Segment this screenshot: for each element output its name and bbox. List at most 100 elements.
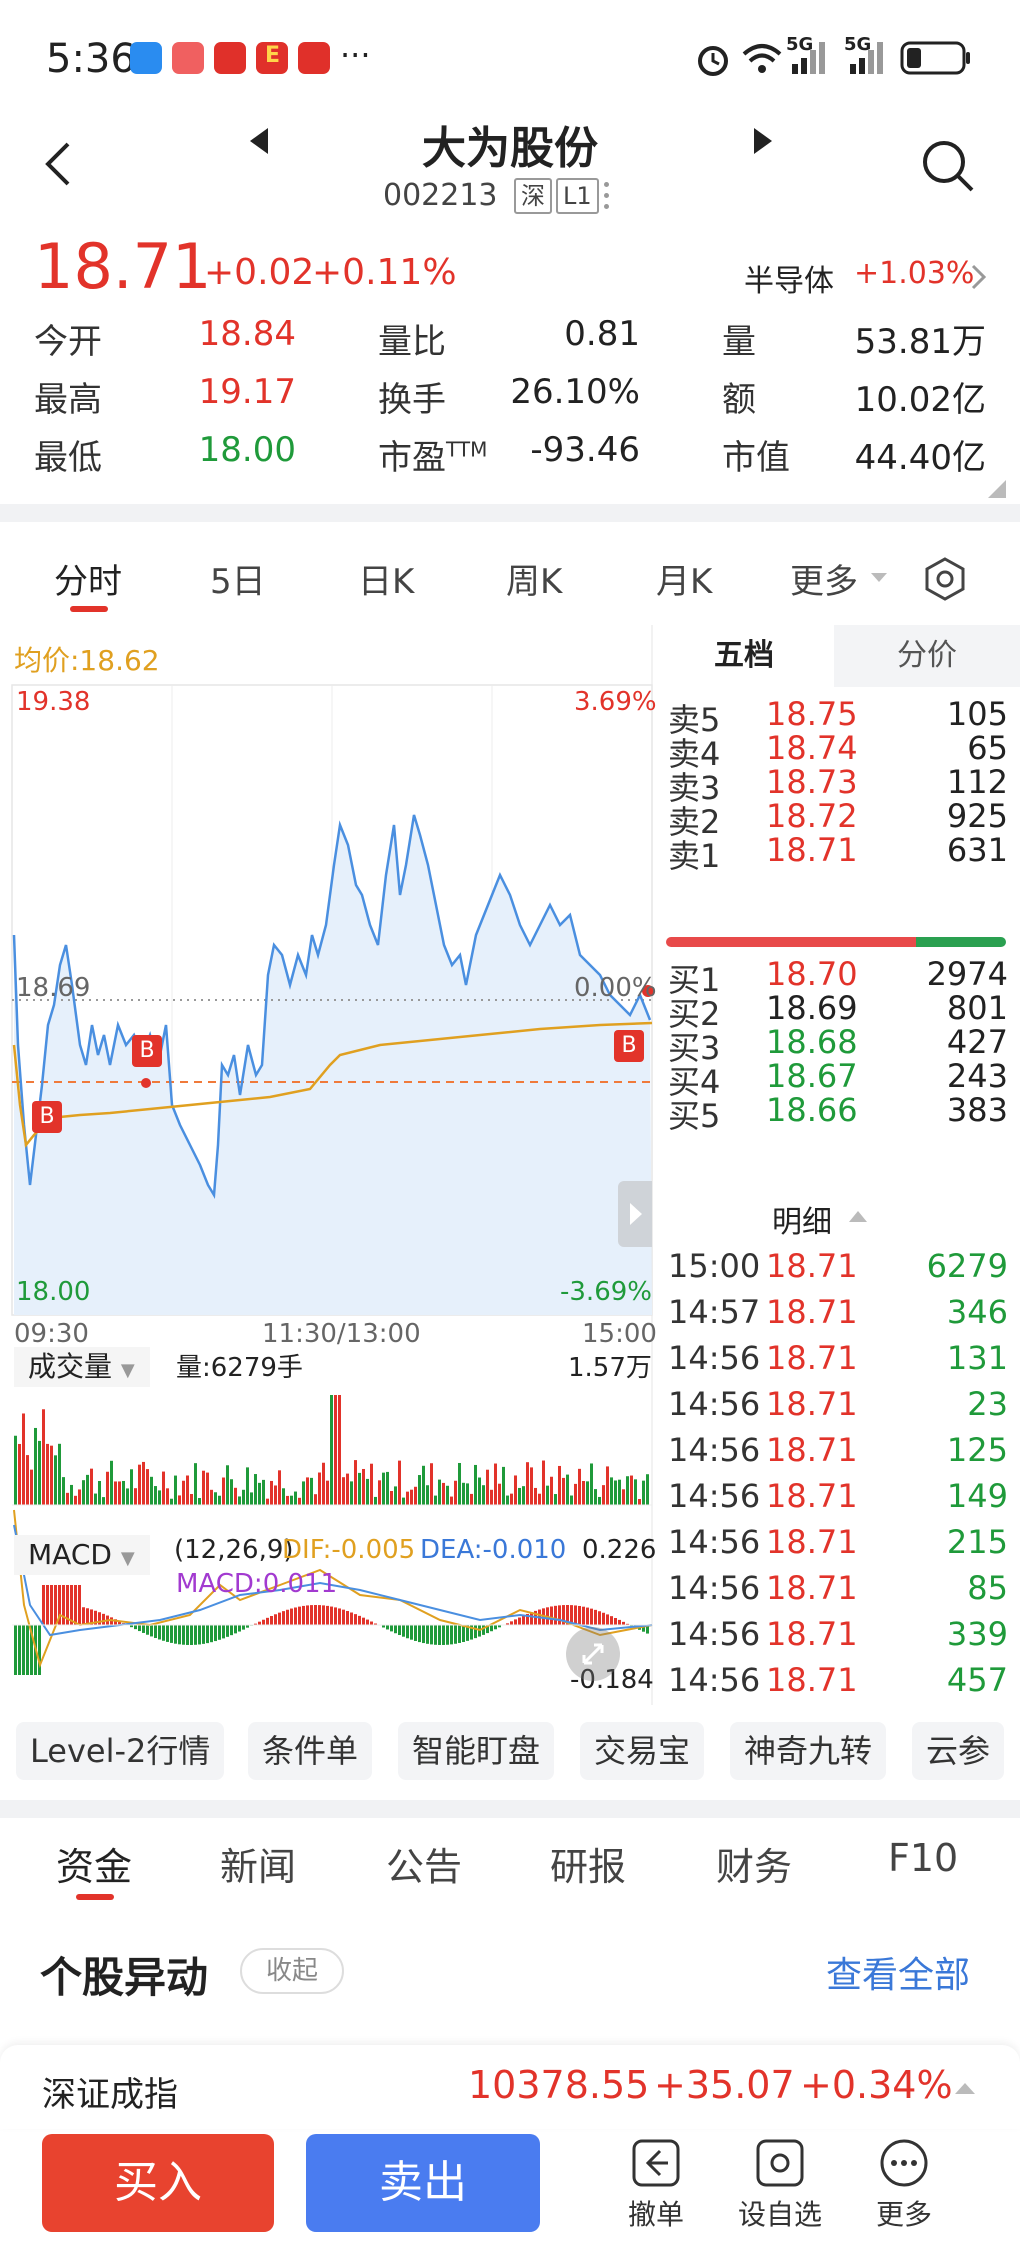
settings-hexagon-icon[interactable] <box>922 556 968 602</box>
price-area-fill <box>14 815 652 1315</box>
volume-bar <box>530 1467 533 1505</box>
ask-level-price: 18.72 <box>766 797 858 835</box>
ask-level-row[interactable]: 卖1 18.71 631 <box>668 831 1008 879</box>
bid-level-row[interactable]: 买4 18.67 243 <box>668 1057 1008 1105</box>
tool-cloud[interactable]: 云参 <box>912 1722 1005 1780</box>
macd-bar <box>434 1625 437 1645</box>
search-icon[interactable] <box>920 138 976 194</box>
volume-bar <box>494 1463 497 1505</box>
macd-bar <box>370 1621 373 1625</box>
expand-corner-icon[interactable] <box>986 478 1008 500</box>
chevron-up-icon[interactable] <box>848 1209 868 1223</box>
tab-capital[interactable]: 资金 <box>56 1845 133 1889</box>
buy-marker-3[interactable]: B <box>614 1030 644 1062</box>
tab-five-levels[interactable]: 五档 <box>654 625 834 687</box>
status-time: 5:36 <box>46 36 136 82</box>
tool-trade-treasure[interactable]: 交易宝 <box>580 1722 705 1780</box>
sell-button[interactable]: 卖出 <box>306 2134 540 2232</box>
low-value: 18.00 <box>198 430 296 470</box>
volume-bar <box>130 1469 133 1505</box>
level-tag[interactable]: L1 <box>556 178 599 214</box>
tab-monthly-k[interactable]: 月K <box>656 562 713 602</box>
sector-name[interactable]: 半导体 <box>744 264 834 299</box>
next-stock-icon[interactable] <box>750 126 776 156</box>
volume-bar <box>410 1489 413 1505</box>
volume-bar <box>602 1485 605 1505</box>
macd-bar <box>42 1585 45 1625</box>
volume-bar <box>326 1480 329 1505</box>
buy-button[interactable]: 买入 <box>42 2134 274 2232</box>
pct-mid-label: 0.00% <box>574 973 657 1003</box>
tool-conditional-order[interactable]: 条件单 <box>248 1722 373 1780</box>
tab-more[interactable]: 更多 <box>790 562 858 602</box>
more-label[interactable]: 更多 <box>875 2198 932 2231</box>
more-icon[interactable] <box>878 2137 930 2189</box>
add-watchlist-label[interactable]: 设自选 <box>737 2198 822 2231</box>
macd-indicator-select[interactable]: MACD ▼ <box>14 1535 150 1575</box>
bid-level-volume: 2974 <box>926 955 1008 993</box>
macd-bar <box>418 1625 421 1643</box>
tab-announcements[interactable]: 公告 <box>386 1845 463 1889</box>
macd-bar <box>342 1609 345 1625</box>
ask-level-row[interactable]: 卖2 18.72 925 <box>668 797 1008 845</box>
tab-intraday[interactable]: 分时 <box>54 562 122 602</box>
back-icon[interactable] <box>40 140 74 188</box>
volume-bar <box>158 1490 161 1505</box>
tab-research[interactable]: 研报 <box>550 1845 627 1889</box>
trade-detail-label[interactable]: 明细 <box>772 1205 832 1240</box>
tab-f10[interactable]: F10 <box>888 1836 959 1880</box>
chevron-right-icon[interactable] <box>970 264 988 290</box>
tab-price-distribution[interactable]: 分价 <box>897 638 957 673</box>
fullscreen-toggle-icon[interactable] <box>566 1627 620 1681</box>
bid-level-row[interactable]: 买2 18.69 801 <box>668 989 1008 1037</box>
volume-bar <box>298 1497 301 1505</box>
trade-volume: 457 <box>946 1661 1008 1699</box>
volume-bar <box>474 1464 477 1505</box>
macd-bar <box>22 1625 25 1675</box>
buy-marker-2[interactable]: B <box>132 1035 162 1067</box>
cancel-order-label[interactable]: 撤单 <box>627 2198 684 2231</box>
bid-level-row[interactable]: 买5 18.66 383 <box>668 1091 1008 1139</box>
bottom-action-bar: 深证成指 10378.55 +35.07 +0.34% 买入 卖出 撤单 设自选… <box>0 2045 1020 2250</box>
trade-volume: 346 <box>946 1293 1008 1331</box>
volume-bar <box>402 1497 405 1505</box>
add-watchlist-icon[interactable] <box>754 2137 806 2189</box>
app-stock-icon <box>298 42 330 74</box>
tab-news[interactable]: 新闻 <box>220 1845 297 1889</box>
alarm-icon <box>698 46 728 76</box>
trade-row: 14:56 18.71 131 <box>668 1339 1008 1387</box>
tag-more-icon[interactable] <box>604 182 610 212</box>
volume-bar <box>226 1465 229 1505</box>
tab-financials[interactable]: 财务 <box>716 1845 793 1889</box>
bid-level-row[interactable]: 买1 18.70 2974 <box>668 955 1008 1003</box>
ask-level-row[interactable]: 卖4 18.74 65 <box>668 729 1008 777</box>
tab-weekly-k[interactable]: 周K <box>506 562 563 602</box>
collapse-button[interactable]: 收起 <box>240 1948 344 1994</box>
tool-level2[interactable]: Level-2行情 <box>16 1722 225 1780</box>
ask-level-row[interactable]: 卖3 18.73 112 <box>668 763 1008 811</box>
sector-change-pct[interactable]: +1.03% <box>854 256 975 291</box>
bid-level-row[interactable]: 买3 18.68 427 <box>668 1023 1008 1071</box>
tool-smart-watch[interactable]: 智能盯盘 <box>398 1722 555 1780</box>
volume-bar <box>398 1460 401 1505</box>
tools-strip: Level-2行情 条件单 智能盯盘 交易宝 神奇九转 云参 <box>0 1705 1020 1795</box>
tool-magic-nine[interactable]: 神奇九转 <box>730 1722 887 1780</box>
volume-bar <box>546 1485 549 1505</box>
volume-bar <box>194 1463 197 1505</box>
expand-panel-handle[interactable] <box>618 1181 652 1247</box>
macd-bar <box>54 1585 57 1625</box>
view-all-link[interactable]: 查看全部 <box>826 1955 971 1996</box>
volume-indicator-select[interactable]: 成交量 ▼ <box>14 1347 150 1387</box>
macd-bar <box>78 1585 81 1625</box>
volume-bar <box>514 1475 517 1505</box>
tab-daily-k[interactable]: 日K <box>358 562 415 602</box>
stock-code: 002213 <box>383 178 498 213</box>
buy-marker[interactable]: B <box>32 1101 62 1133</box>
tab-5day[interactable]: 5日 <box>210 562 266 602</box>
chevron-up-icon[interactable] <box>954 2081 976 2095</box>
macd-bar <box>50 1585 53 1625</box>
ask-level-row[interactable]: 卖5 18.75 105 <box>668 695 1008 743</box>
index-ticker[interactable]: 深证成指 10378.55 +35.07 +0.34% <box>0 2045 1020 2129</box>
cancel-order-icon[interactable] <box>630 2137 682 2189</box>
prev-stock-icon[interactable] <box>246 126 272 156</box>
